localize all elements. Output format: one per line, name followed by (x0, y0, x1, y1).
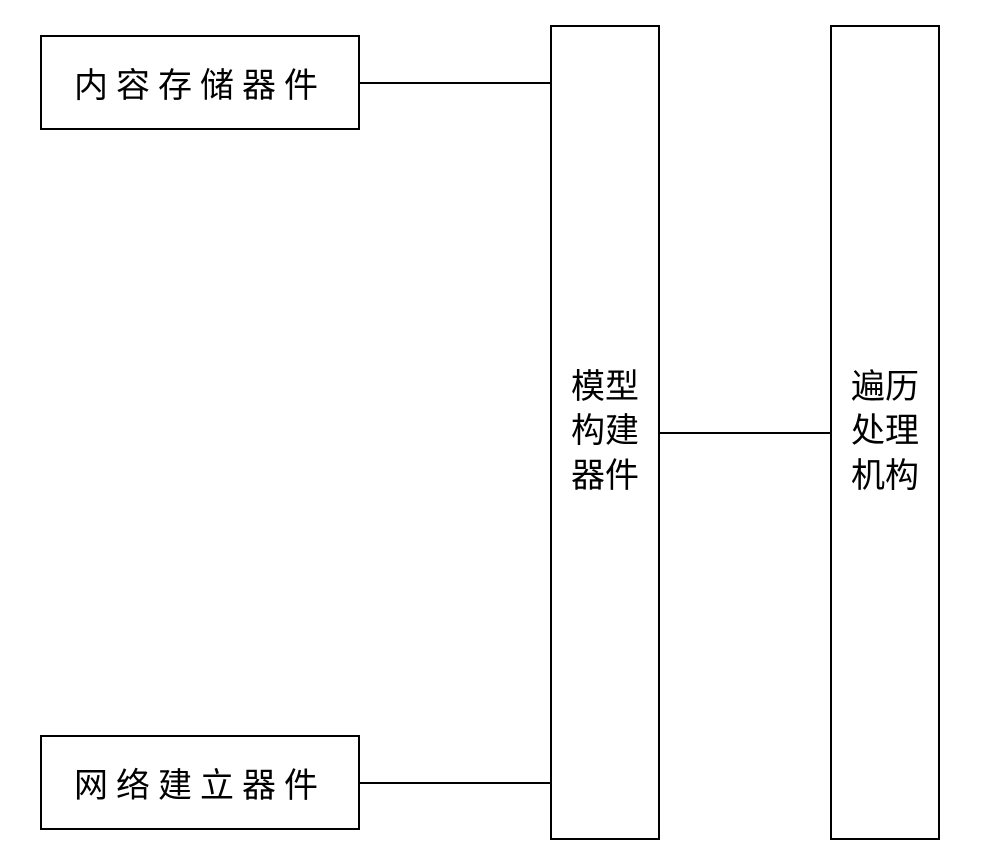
edge-content-to-model (360, 82, 550, 84)
node-model-builder: 模型构建器件 (550, 25, 660, 840)
edge-model-to-traversal (660, 432, 830, 434)
node-label: 遍历处理机构 (850, 366, 920, 499)
node-traversal-processor: 遍历处理机构 (830, 25, 940, 840)
block-diagram: 内容存储器件 网络建立器件 模型构建器件 遍历处理机构 (0, 0, 1000, 864)
node-label: 模型构建器件 (570, 366, 640, 499)
edge-network-to-model (360, 782, 550, 784)
node-content-storage: 内容存储器件 (40, 35, 360, 130)
node-label: 网络建立器件 (74, 758, 326, 807)
node-network-builder: 网络建立器件 (40, 735, 360, 830)
node-label: 内容存储器件 (74, 58, 326, 107)
